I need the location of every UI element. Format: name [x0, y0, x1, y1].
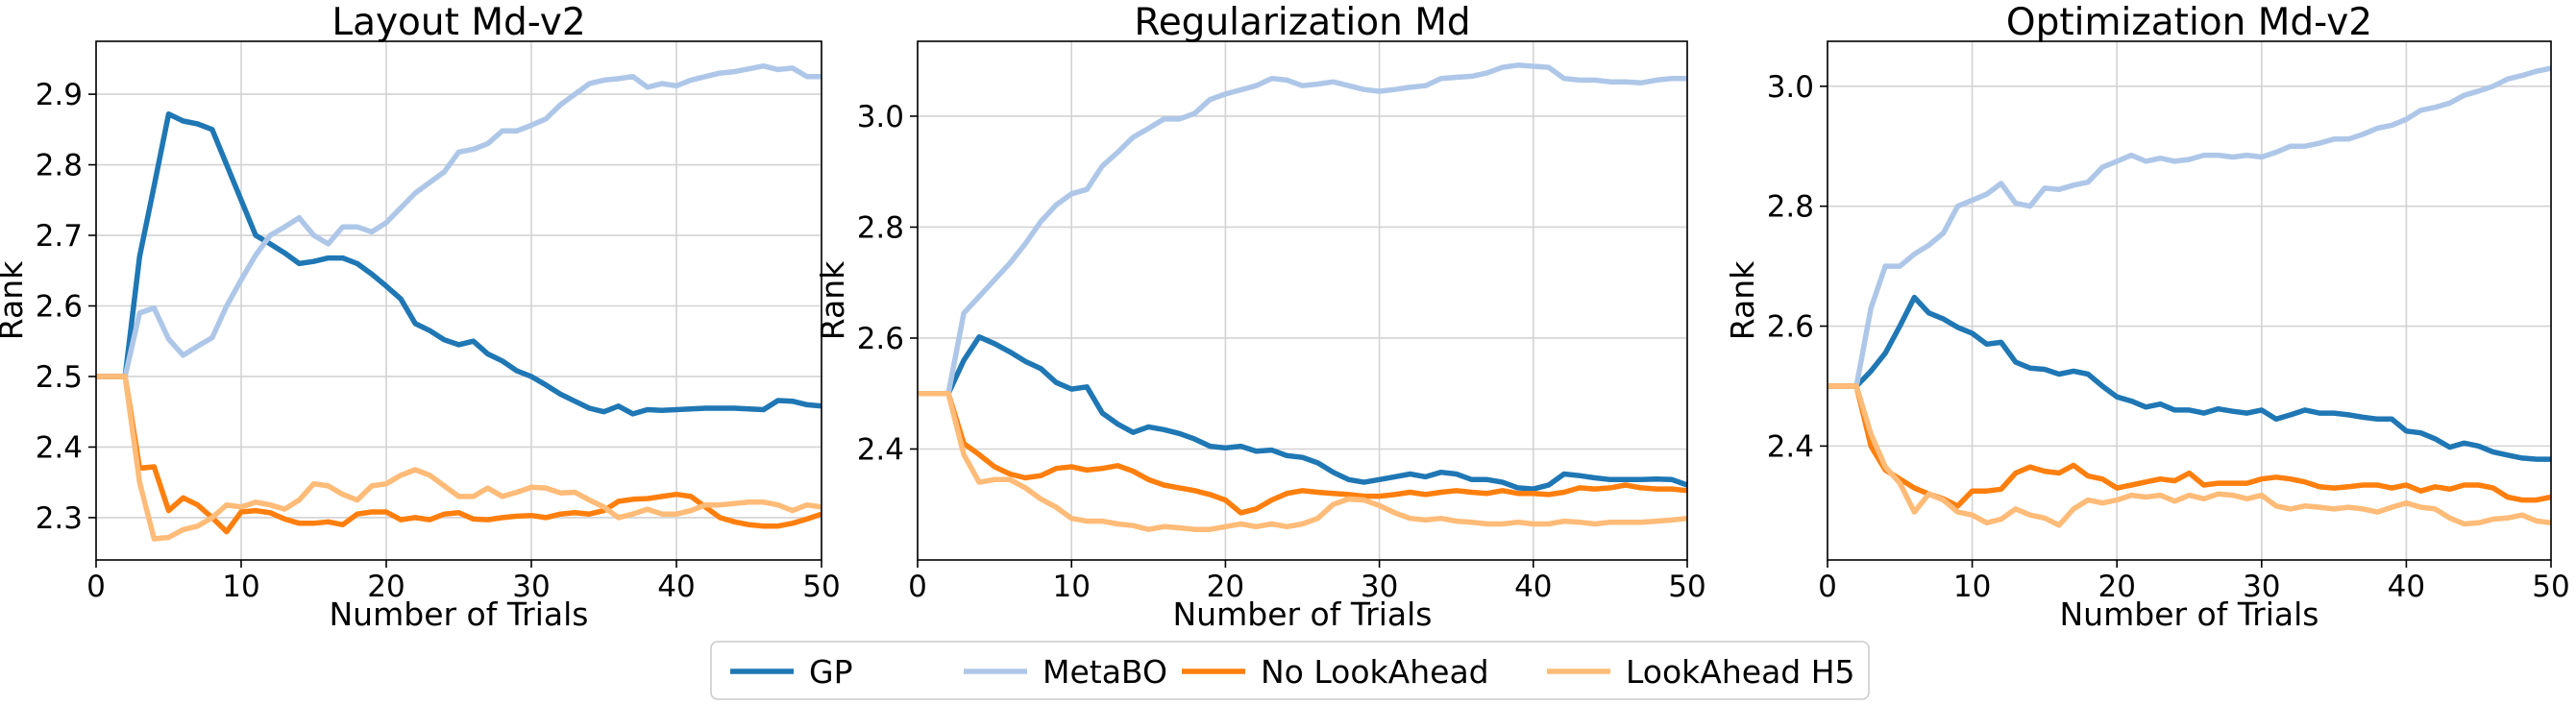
- x-tick-label: 40: [657, 570, 695, 604]
- x-tick-label: 30: [1361, 570, 1398, 604]
- chart-title: Optimization Md-v2: [2006, 1, 2372, 44]
- axes-frame: [95, 40, 822, 561]
- y-tick-label: 3.0: [1767, 70, 1814, 105]
- y-tick-label: 3.0: [857, 100, 904, 134]
- x-tick-label: 20: [1207, 570, 1244, 604]
- y-tick-label: 2.9: [36, 78, 83, 112]
- y-tick-label: 2.8: [1767, 190, 1814, 225]
- legend-label: MetaBO: [1043, 653, 1167, 691]
- legend-frame: [710, 641, 1870, 700]
- y-tick-label: 2.6: [1767, 310, 1814, 345]
- series-line-lookahead-h5: [1828, 383, 2552, 528]
- x-tick-label: 10: [1953, 570, 1991, 604]
- x-tick-label: 0: [908, 570, 927, 604]
- legend: GP MetaBO No LookAhead LookAhead H5: [710, 641, 1870, 700]
- series-line-no-lookahead: [918, 390, 1688, 516]
- y-axis-label: Rank: [0, 260, 30, 340]
- series-line-metabo: [96, 62, 822, 379]
- y-tick-label: 2.4: [1767, 429, 1814, 464]
- y-tick-label: 2.4: [857, 432, 904, 467]
- chart-panels: 0 10 20 30 40 50 2.3 2.4 2.5 2.6 2.7 2.8 2.9 Layout M…: [0, 1, 2570, 633]
- series-line-gp: [96, 110, 822, 417]
- grid: [1827, 41, 2552, 560]
- x-tick-label: 40: [1514, 570, 1552, 604]
- series-line-metabo: [1828, 65, 2552, 389]
- x-tick-label: 30: [512, 570, 550, 604]
- y-tick-label: 2.3: [36, 501, 83, 536]
- x-tick-label: 0: [1818, 570, 1837, 604]
- chart-title: Regularization Md: [1134, 1, 1470, 44]
- chart-panel-1: 0 10 20 30 40 50 2.3 2.4 2.5 2.6 2.7 2.8 2.9 Layout M…: [0, 1, 841, 633]
- legend-label: No LookAhead: [1261, 653, 1489, 691]
- chart-panel-2: 0 10 20 30 40 50 2.4 2.6 2.8 3.0 Regularization Md…: [814, 1, 1706, 633]
- grid: [95, 41, 822, 560]
- y-tick-label: 2.6: [857, 322, 904, 356]
- y-axis-label: Rank: [1724, 260, 1761, 340]
- series-line-gp: [918, 334, 1688, 492]
- x-tick-label: 40: [2388, 570, 2425, 604]
- grid: [917, 41, 1688, 560]
- legend-item-lookahead-h5: LookAhead H5: [1547, 653, 1855, 691]
- x-tick-label: 50: [1668, 570, 1705, 604]
- legend-label: GP: [809, 653, 852, 691]
- y-tick-label: 2.6: [36, 290, 83, 325]
- series-line-lookahead-h5: [918, 390, 1688, 532]
- x-axis-label: Number of Trials: [1173, 596, 1433, 633]
- series-line-metabo: [918, 62, 1687, 397]
- y-tick-label: 2.4: [36, 430, 83, 465]
- axes-frame: [1827, 40, 2552, 561]
- x-tick-label: 50: [802, 570, 840, 604]
- y-axis-label: Rank: [814, 260, 851, 340]
- legend-item-gp: GP: [730, 653, 852, 691]
- y-tick-label: 2.7: [36, 219, 83, 254]
- x-tick-label: 20: [367, 570, 405, 604]
- y-tick-label: 2.8: [857, 210, 904, 245]
- axes-frame: [917, 40, 1688, 561]
- x-tick-label: 50: [2532, 570, 2569, 604]
- x-tick-label: 0: [86, 570, 106, 604]
- legend-item-metabo: MetaBO: [964, 653, 1167, 691]
- chart-panel-3: 0 10 20 30 40 50 2.4 2.6 2.8 3.0 Optimization Md-v…: [1724, 1, 2570, 633]
- legend-label: LookAhead H5: [1626, 653, 1855, 691]
- series-line-no-lookahead: [96, 374, 822, 535]
- series-line-no-lookahead: [1828, 383, 2552, 509]
- series-line-gp: [1828, 294, 2551, 462]
- y-tick-label: 2.5: [36, 360, 83, 395]
- x-tick-label: 10: [222, 570, 259, 604]
- x-tick-label: 20: [2098, 570, 2135, 604]
- x-tick-label: 10: [1052, 570, 1090, 604]
- y-tick-label: 2.8: [36, 149, 83, 183]
- x-axis-label: Number of Trials: [2060, 596, 2319, 633]
- series-line-lookahead-h5: [96, 374, 822, 542]
- chart-title: Layout Md-v2: [331, 1, 585, 44]
- legend-item-no-lookahead: No LookAhead: [1182, 653, 1489, 691]
- x-axis-label: Number of Trials: [330, 596, 589, 633]
- x-tick-label: 30: [2243, 570, 2280, 604]
